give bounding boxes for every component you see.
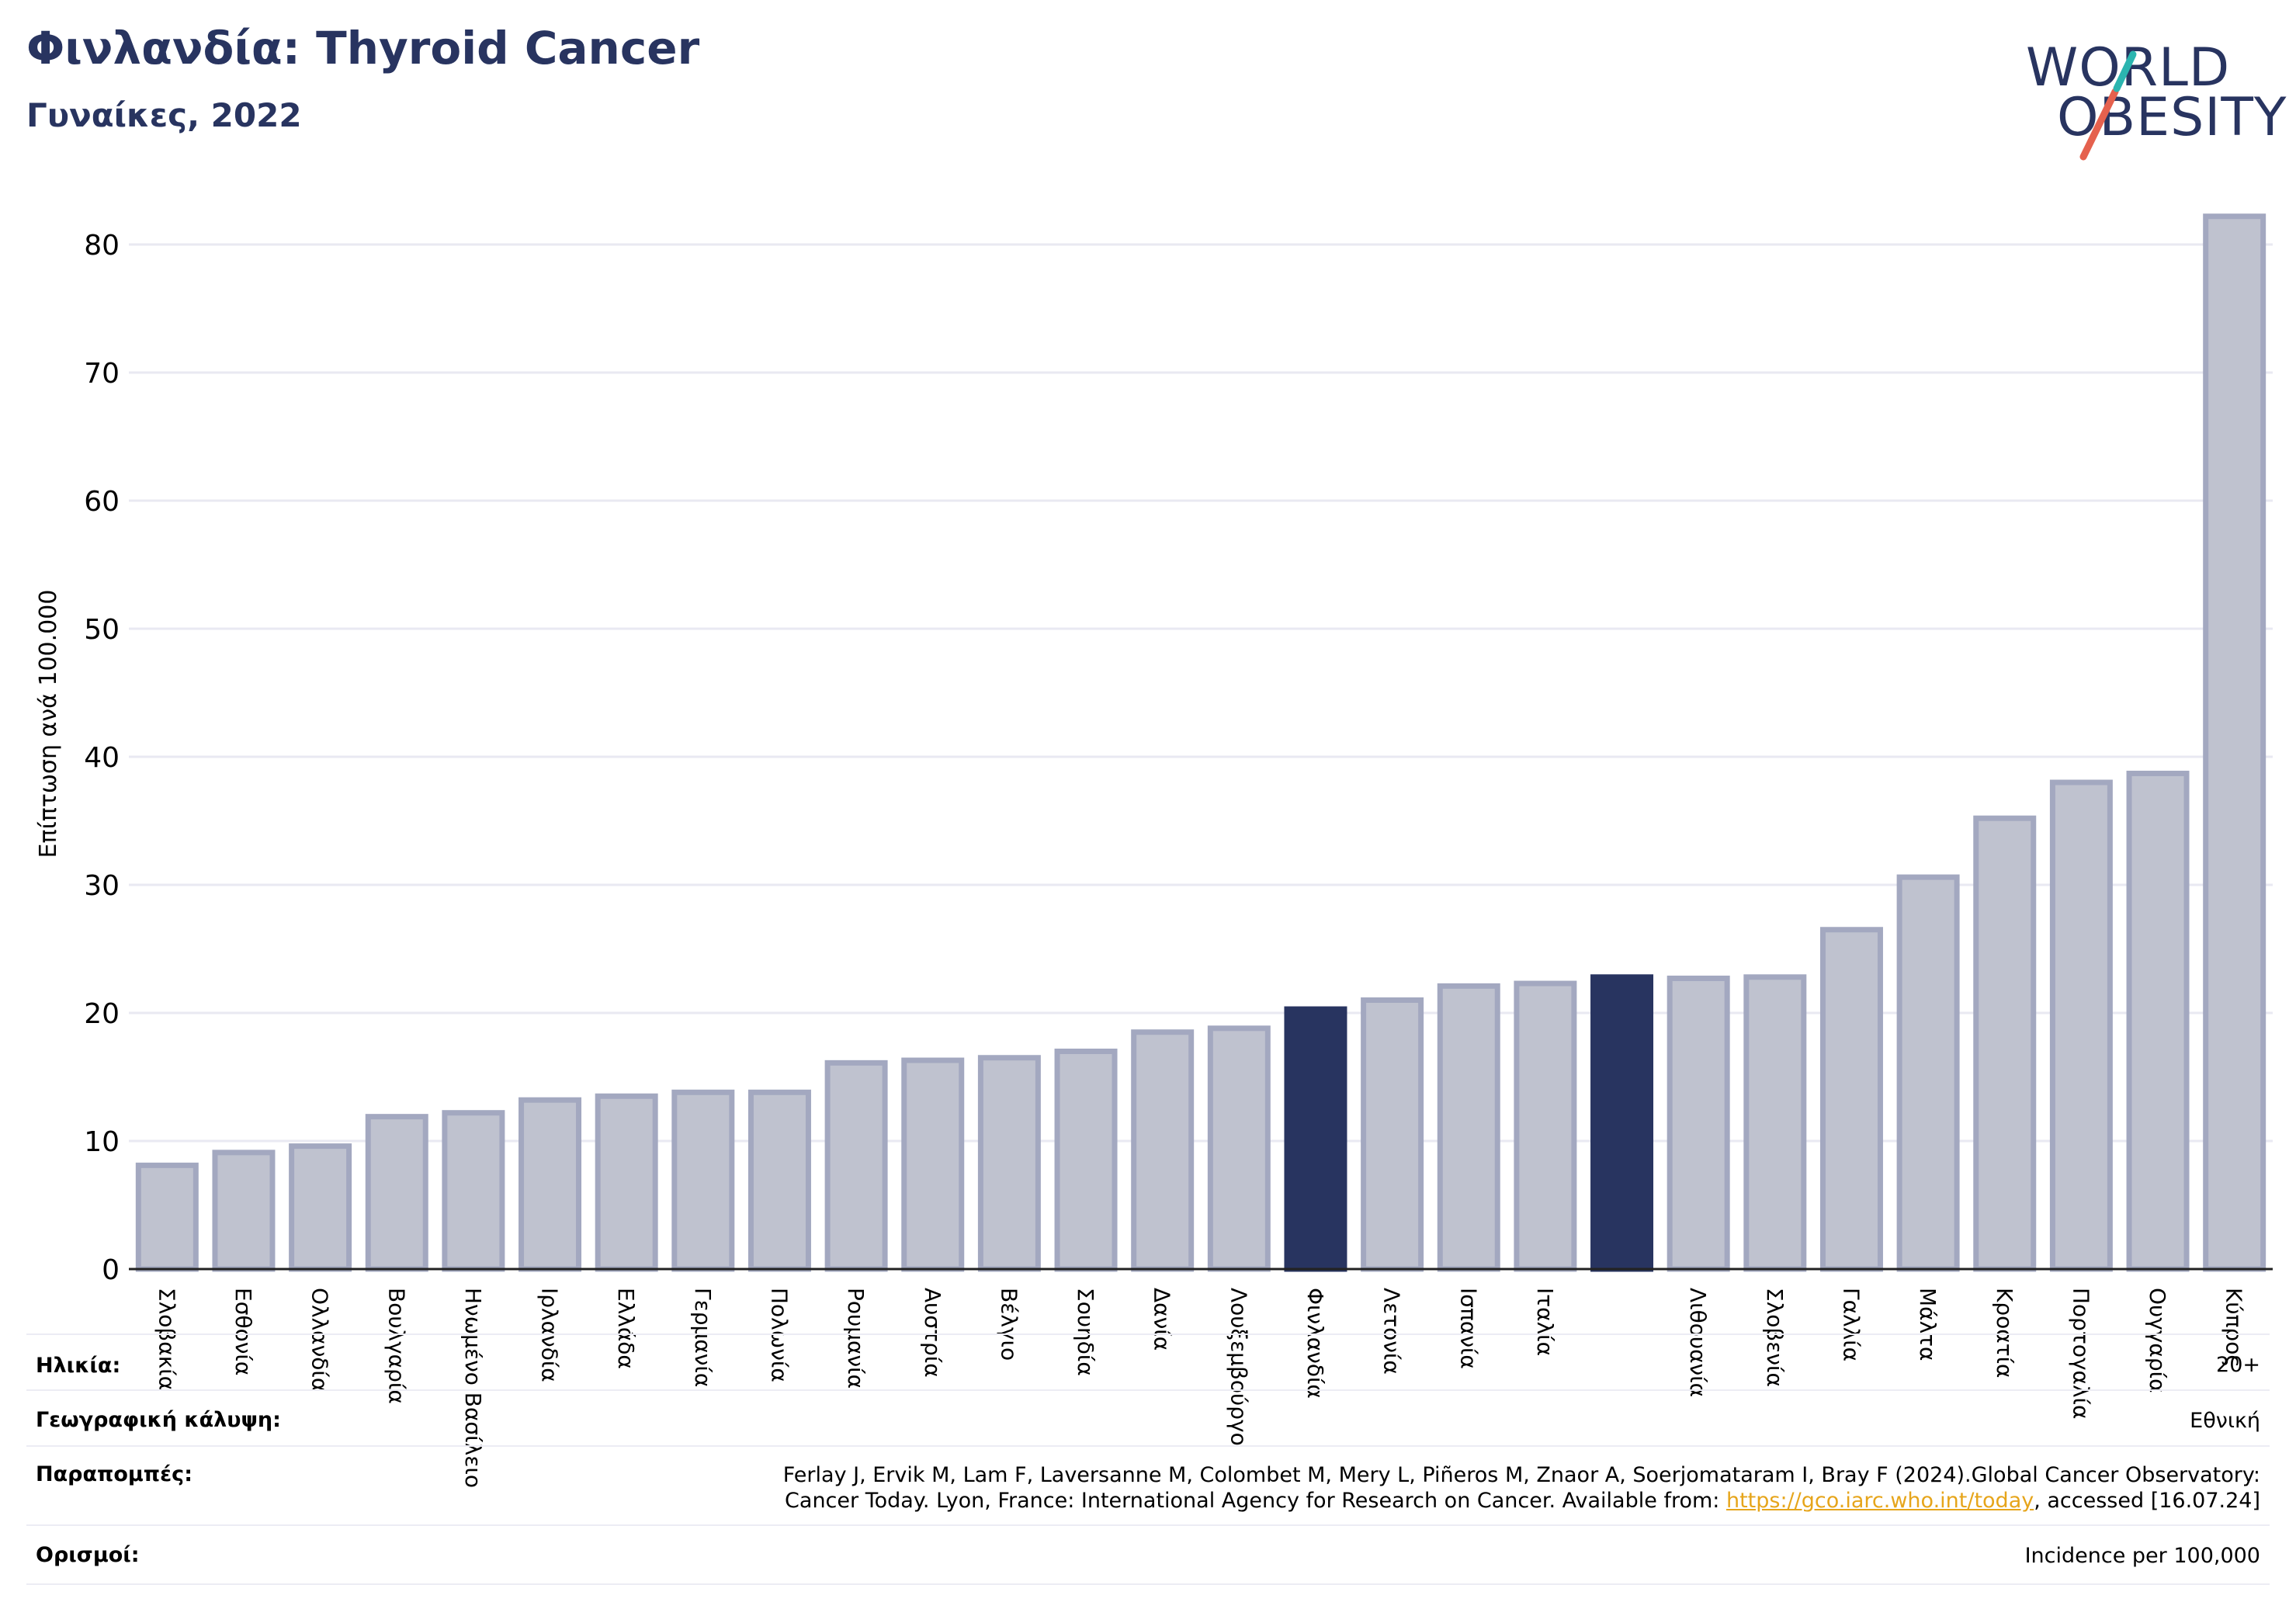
x-tick-label: Ουγγαρία — [2145, 1288, 2170, 1393]
references-line-2: Cancer Today. Lyon, France: Internationa… — [783, 1488, 2260, 1514]
bar — [1514, 980, 1577, 1272]
bar — [2203, 213, 2267, 1272]
x-tick-label: Λιθουανία — [1685, 1288, 1711, 1397]
meta-row-references: Παραπομπές: Ferlay J, Ervik M, Lam F, La… — [26, 1445, 2270, 1526]
definitions-label: Ορισμοί: — [36, 1543, 140, 1567]
bar — [1590, 974, 1654, 1272]
x-tick-label: Ρουμανία — [843, 1288, 869, 1389]
bar — [1896, 874, 1960, 1272]
logo-slash-icon — [2079, 50, 2137, 161]
y-tick-label: 20 — [84, 998, 120, 1030]
bar — [1973, 815, 2037, 1272]
x-tick-label: Σλοβενία — [1762, 1288, 1788, 1387]
bar — [289, 1143, 352, 1272]
bar — [1437, 983, 1500, 1272]
x-tick-label: Ισπανία — [1455, 1288, 1481, 1369]
x-tick-label: Ηνωμένο Βασίλειο — [460, 1288, 486, 1488]
references-label: Παραπομπές: — [36, 1462, 192, 1486]
bar — [671, 1089, 735, 1272]
bar — [212, 1150, 276, 1272]
coverage-value: Εθνική — [2190, 1409, 2260, 1433]
meta-row-age: Ηλικία: 20+ — [26, 1333, 2270, 1389]
x-tick-label: Κύπρος — [2221, 1288, 2247, 1368]
bar — [977, 1055, 1041, 1272]
bar — [1284, 1006, 1347, 1272]
bar — [2126, 770, 2190, 1272]
x-tick-label: Ιταλία — [1532, 1288, 1558, 1356]
meta-row-definitions: Ορισμοί: Incidence per 100,000 — [26, 1524, 2270, 1585]
x-tick-label: Γερμανία — [690, 1288, 716, 1387]
references-text: Cancer Today. Lyon, France: Internationa… — [785, 1489, 1726, 1513]
age-value: 20+ — [2216, 1353, 2260, 1377]
x-tick-label: Γαλλία — [1838, 1288, 1864, 1361]
x-tick-label: Φινλανδία — [1302, 1288, 1328, 1399]
definitions-value: Incidence per 100,000 — [2024, 1544, 2260, 1568]
x-tick-label: Σλοβακία — [154, 1288, 179, 1390]
y-tick-label: 70 — [84, 358, 120, 390]
page-title: Φινλανδία: Thyroid Cancer — [26, 22, 700, 75]
y-axis-label: Επίπτωση ανά 100.000 — [35, 590, 62, 858]
bar — [1743, 974, 1807, 1272]
references-accessed: , accessed [16.07.24] — [2034, 1489, 2260, 1513]
y-tick-label: 0 — [102, 1254, 120, 1286]
page-subtitle: Γυναίκες, 2022 — [26, 96, 302, 134]
meta-row-coverage: Γεωγραφική κάλυψη: Εθνική — [26, 1389, 2270, 1445]
y-tick-label: 40 — [84, 742, 120, 774]
y-tick-label: 10 — [84, 1126, 120, 1158]
references-line-1: Ferlay J, Ervik M, Lam F, Laversanne M, … — [782, 1463, 2260, 1487]
bar — [824, 1059, 888, 1272]
coverage-label: Γεωγραφική κάλυψη: — [36, 1408, 281, 1432]
bar — [2049, 779, 2113, 1272]
y-tick-label: 30 — [84, 870, 120, 902]
bar — [365, 1114, 428, 1272]
x-tick-label: Βουλγαρία — [383, 1288, 409, 1404]
references-link[interactable]: https://gco.iarc.who.int/today — [1725, 1489, 2034, 1513]
bar — [135, 1162, 199, 1272]
bar — [747, 1089, 811, 1272]
references-value: Ferlay J, Ervik M, Lam F, Laversanne M, … — [783, 1462, 2260, 1514]
bar — [1361, 997, 1424, 1272]
bar — [519, 1097, 582, 1272]
y-tick-label: 60 — [84, 486, 120, 518]
world-obesity-logo: WORLD OBESITY — [2018, 23, 2286, 163]
bar — [442, 1110, 505, 1272]
x-tick-label: Κροατία — [1992, 1288, 2017, 1379]
bar — [595, 1093, 658, 1272]
bar — [901, 1057, 965, 1272]
x-tick-label: Δανία — [1150, 1288, 1175, 1351]
x-tick-label: Μάλτα — [1915, 1288, 1941, 1361]
bar — [1819, 927, 1883, 1272]
x-tick-label: Λετονία — [1379, 1288, 1405, 1375]
x-tick-label: Σουηδία — [1073, 1288, 1098, 1376]
x-tick-label: Βέλγιο — [996, 1288, 1021, 1361]
y-tick-label: 50 — [84, 614, 120, 646]
x-tick-label: Αυστρία — [920, 1288, 945, 1378]
x-tick-label: Ελλάδα — [613, 1288, 639, 1369]
x-tick-label: Λουξεμβούργο — [1226, 1288, 1251, 1446]
x-tick-label: Ολλανδία — [307, 1288, 333, 1392]
bar — [1131, 1029, 1195, 1272]
bar — [1667, 975, 1730, 1272]
bar — [1054, 1049, 1118, 1272]
bar — [1207, 1025, 1271, 1272]
y-tick-label: 80 — [84, 230, 120, 262]
age-label: Ηλικία: — [36, 1354, 121, 1378]
x-tick-label: Πορτογαλία — [2068, 1288, 2093, 1419]
x-tick-label: Εσθονία — [231, 1288, 256, 1375]
